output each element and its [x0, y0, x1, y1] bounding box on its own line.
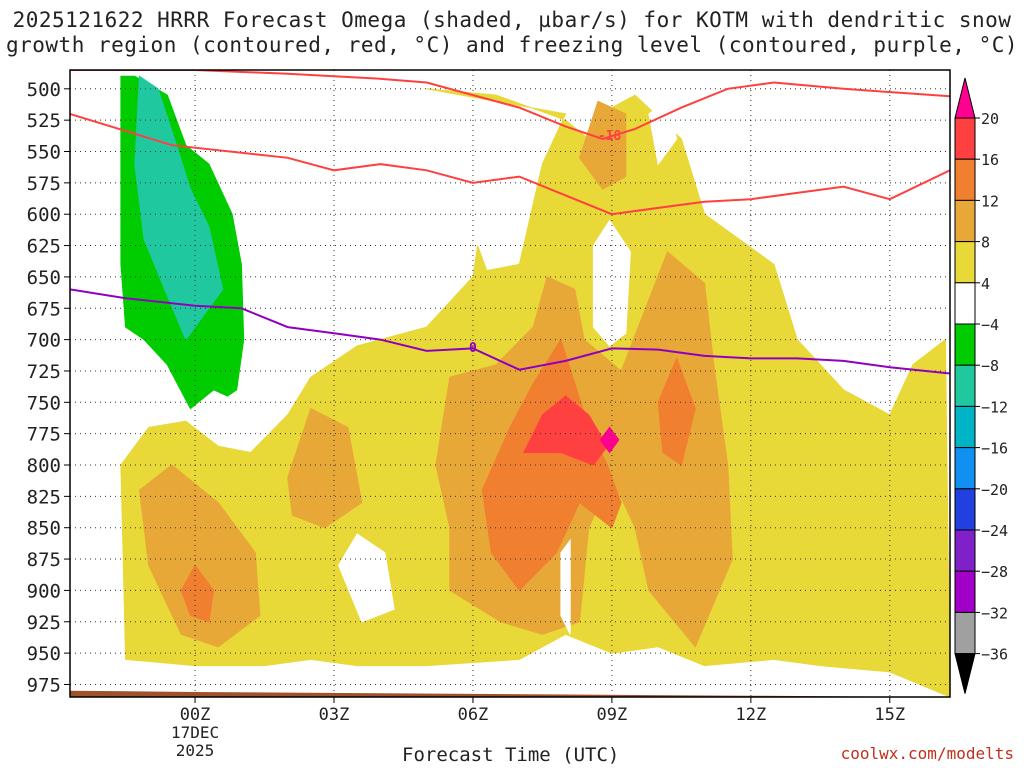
colorbar-label-10: −24: [981, 522, 1008, 540]
omega-region-8_12-1: [138, 464, 261, 648]
contour-line-2: [70, 288, 950, 375]
chart-title-line2: growth region (contoured, red, °C) and f…: [5, 33, 1019, 57]
colorbar-label-9: −20: [981, 481, 1008, 499]
plot-frame: [69, 69, 951, 698]
y-tick-label-800: 800: [27, 455, 61, 477]
colorbar-label-0: 20: [981, 110, 999, 128]
y-tick-label-775: 775: [27, 424, 61, 446]
colorbar-segment-7: [954, 405, 976, 449]
y-tick-label-525: 525: [27, 110, 61, 132]
colorbar-segment-4: [954, 282, 976, 325]
y-tick-label-850: 850: [27, 518, 61, 540]
omega-region-12_16-5: [481, 338, 622, 592]
terrain-fill: [70, 690, 950, 697]
colorbar-segment-11: [954, 570, 976, 613]
colorbar-label-7: −12: [981, 398, 1008, 416]
contour-line-1: [70, 70, 950, 141]
omega-white-hole-1: [648, 100, 678, 166]
colorbar-label-11: −28: [981, 563, 1008, 581]
x-tick-date: 17DEC: [171, 723, 219, 742]
y-tick-label-600: 600: [27, 204, 61, 226]
contour-label-2: 0: [469, 341, 477, 356]
colorbar-segment-2: [954, 199, 976, 243]
x-tick-year: 2025: [176, 741, 215, 760]
omega-region-8_12-4: [578, 100, 627, 190]
colorbar-label-3: 8: [981, 234, 990, 252]
colorbar-label-12: −32: [981, 604, 1008, 622]
omega-region-16_20-8: [523, 395, 608, 466]
x-tick-label-12Z: 12Z: [735, 705, 766, 725]
x-tick-label-00Z: 00Z: [180, 705, 211, 725]
y-tick-label-700: 700: [27, 330, 61, 352]
contour-label-1: -18: [598, 129, 622, 144]
colorbar-segment-9: [954, 488, 976, 531]
x-tick-label-06Z: 06Z: [458, 705, 489, 725]
colorbar-segment-12: [954, 611, 976, 655]
colorbar-segment-6: [954, 364, 976, 407]
credit-text: coolwx.com/modelts: [840, 744, 1014, 763]
y-tick-label-550: 550: [27, 142, 61, 164]
colorbar-segment-8: [954, 447, 976, 490]
y-tick-label-925: 925: [27, 612, 61, 634]
contour-line-0: [70, 112, 950, 216]
colorbar-label-13: −36: [981, 646, 1008, 664]
colorbar-label-5: −4: [981, 316, 999, 334]
y-tick-label-675: 675: [27, 298, 61, 320]
x-axis-title: Forecast Time (UTC): [402, 744, 620, 766]
y-tick-label-825: 825: [27, 486, 61, 508]
colorbar-bottom-triangle: [954, 653, 976, 694]
y-tick-label-500: 500: [27, 79, 61, 101]
y-tick-label-650: 650: [27, 267, 61, 289]
colorbar-segment-10: [954, 529, 976, 572]
omega-region-_12_to_8-11: [134, 75, 224, 341]
colorbar-label-2: 12: [981, 192, 999, 210]
colorbar-segment-0: [954, 117, 976, 160]
colorbar-label-6: −8: [981, 357, 999, 375]
y-tick-label-900: 900: [27, 580, 61, 602]
colorbar-label-4: 4: [981, 275, 990, 293]
omega-white-hole-3: [560, 538, 571, 635]
y-tick-label-725: 725: [27, 361, 61, 383]
x-tick-label-09Z: 09Z: [597, 705, 628, 725]
omega-region-_20-9: [599, 426, 620, 454]
y-tick-label-875: 875: [27, 549, 61, 571]
y-tick-label-750: 750: [27, 392, 61, 414]
omega-region-8_12-2: [287, 407, 363, 529]
y-tick-label-625: 625: [27, 236, 61, 258]
colorbar-top-triangle: [954, 77, 976, 119]
omega-region-12_16-6: [657, 357, 696, 466]
colorbar-segment-1: [954, 158, 976, 201]
y-tick-label-575: 575: [27, 173, 61, 195]
x-tick-label-15Z: 15Z: [874, 705, 905, 725]
colorbar-label-1: 16: [981, 151, 999, 169]
plot-area: -18 0: [70, 70, 950, 697]
omega-white-hole-2: [338, 533, 395, 623]
omega-region-12_16-7: [180, 564, 215, 623]
colorbar-segment-3: [954, 241, 976, 284]
colorbar-segment-5: [954, 323, 976, 366]
x-tick-label-03Z: 03Z: [319, 705, 350, 725]
chart-title-line1: 2025121622 HRRR Forecast Omega (shaded, …: [12, 8, 1012, 32]
colorbar-label-8: −16: [981, 440, 1008, 458]
y-tick-label-950: 950: [27, 643, 61, 665]
omega-white-hole-0: [592, 219, 631, 347]
y-tick-label-975: 975: [27, 674, 61, 696]
